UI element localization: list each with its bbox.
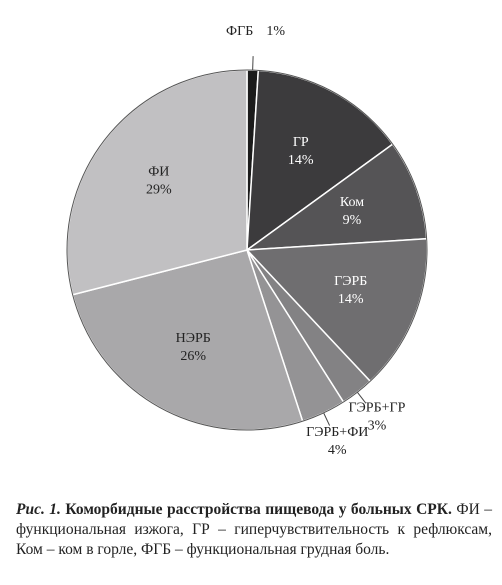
- category-label: НЭРБ: [176, 331, 211, 346]
- caption-label: Рис. 1.: [16, 501, 61, 518]
- slice-label: Ком 9%: [340, 195, 364, 228]
- value-label: 1%: [266, 24, 285, 39]
- slice-label: ФГБ 1%: [226, 24, 285, 39]
- slice-label: НЭРБ 26%: [176, 331, 211, 364]
- leader-line: [356, 391, 367, 404]
- category-label: ФГБ: [226, 24, 253, 39]
- value-label: 4%: [328, 443, 347, 458]
- caption-text: ФИ – функциональная изжога, ГР – гиперчу…: [16, 501, 493, 558]
- value-label: 9%: [343, 213, 362, 228]
- leader-line: [323, 412, 331, 426]
- slice-label: ГЭРБ+ФИ 4%: [306, 425, 368, 458]
- value-label: 26%: [180, 349, 206, 364]
- category-label: ГЭРБ+ГР: [348, 401, 405, 416]
- category-label: ГЭРБ: [334, 274, 367, 289]
- value-label: 3%: [368, 419, 387, 434]
- slice-label: ГР 14%: [288, 135, 314, 168]
- chart: ФГБ 1% ГР 14% Ком 9% ГЭРБ 14% ГЭРБ+ГР 3%ГЭРБ+ФИ 4%…: [66, 24, 428, 458]
- category-label: ГР: [293, 135, 309, 150]
- value-label: 14%: [338, 292, 364, 307]
- caption: Рис. 1. Коморбидные расстройства пищевод…: [16, 500, 492, 560]
- slice-label: ГЭРБ 14%: [334, 274, 367, 307]
- pie-outline: [66, 69, 428, 431]
- category-label: Ком: [340, 195, 364, 210]
- slice-label: ФИ 29%: [146, 165, 172, 198]
- value-label: 14%: [288, 153, 314, 168]
- caption-title: Коморбидные расстройства пищевода у боль…: [65, 501, 452, 518]
- value-label: 29%: [146, 183, 172, 198]
- category-label: ГЭРБ+ФИ: [306, 425, 368, 440]
- slice-label: ГЭРБ+ГР 3%: [348, 401, 405, 434]
- category-label: ФИ: [148, 165, 169, 180]
